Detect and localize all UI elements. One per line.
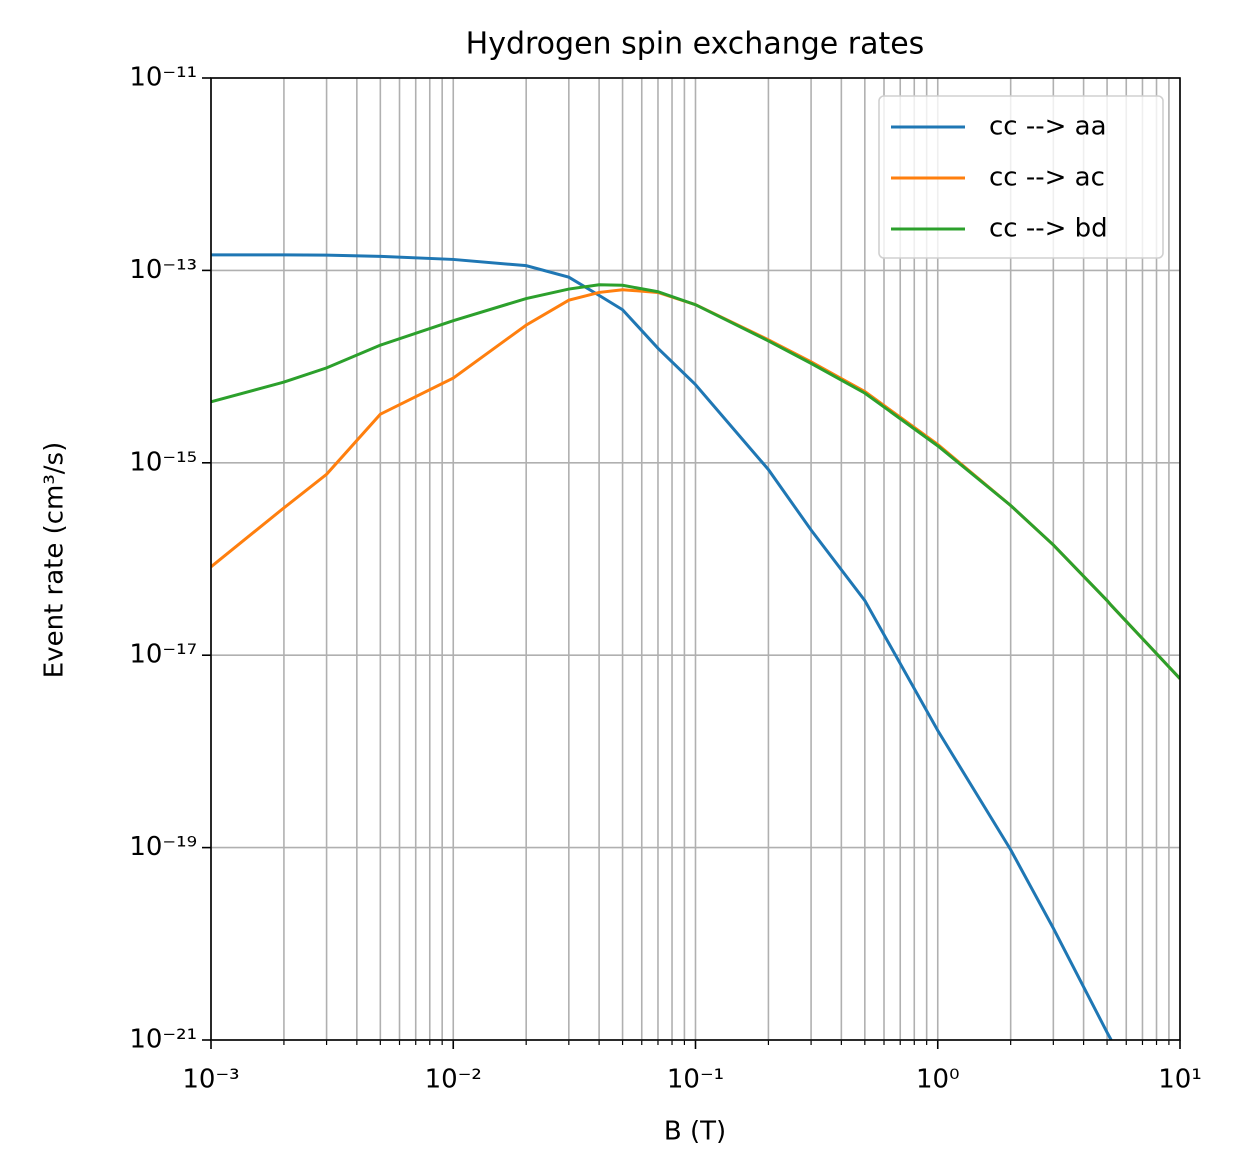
- plot-lines: [211, 253, 1180, 1040]
- series-line: [211, 283, 1180, 680]
- legend-label: cc --> bd: [989, 214, 1108, 244]
- x-tick-label: 10¹: [1158, 1065, 1202, 1095]
- y-tick-label: 10⁻¹⁹: [129, 832, 197, 862]
- plot-frame: [210, 77, 1181, 1041]
- legend-box: [878, 95, 1164, 259]
- y-tick-label: 10⁻²¹: [129, 1025, 197, 1055]
- y-tick-label: 10⁻¹⁷: [129, 640, 197, 670]
- x-axis-label: B (T): [664, 1117, 726, 1147]
- x-tick-label: 10⁻¹: [667, 1065, 724, 1095]
- y-tick-label: 10⁻¹⁵: [129, 447, 197, 477]
- legend-label: cc --> ac: [989, 163, 1105, 193]
- series-line: [211, 253, 1113, 1040]
- y-tick-label: 10⁻¹³: [129, 255, 197, 285]
- y-tick-label: 10⁻¹¹: [129, 63, 197, 93]
- chart-title: Hydrogen spin exchange rates: [466, 27, 925, 62]
- y-axis-label: Event rate (cm³/s): [40, 442, 70, 678]
- x-tick-label: 10⁻²: [425, 1065, 482, 1095]
- x-tick-label: 10⁻³: [182, 1065, 239, 1095]
- legend-label: cc --> aa: [989, 112, 1107, 142]
- x-tick-label: 10⁰: [916, 1065, 960, 1095]
